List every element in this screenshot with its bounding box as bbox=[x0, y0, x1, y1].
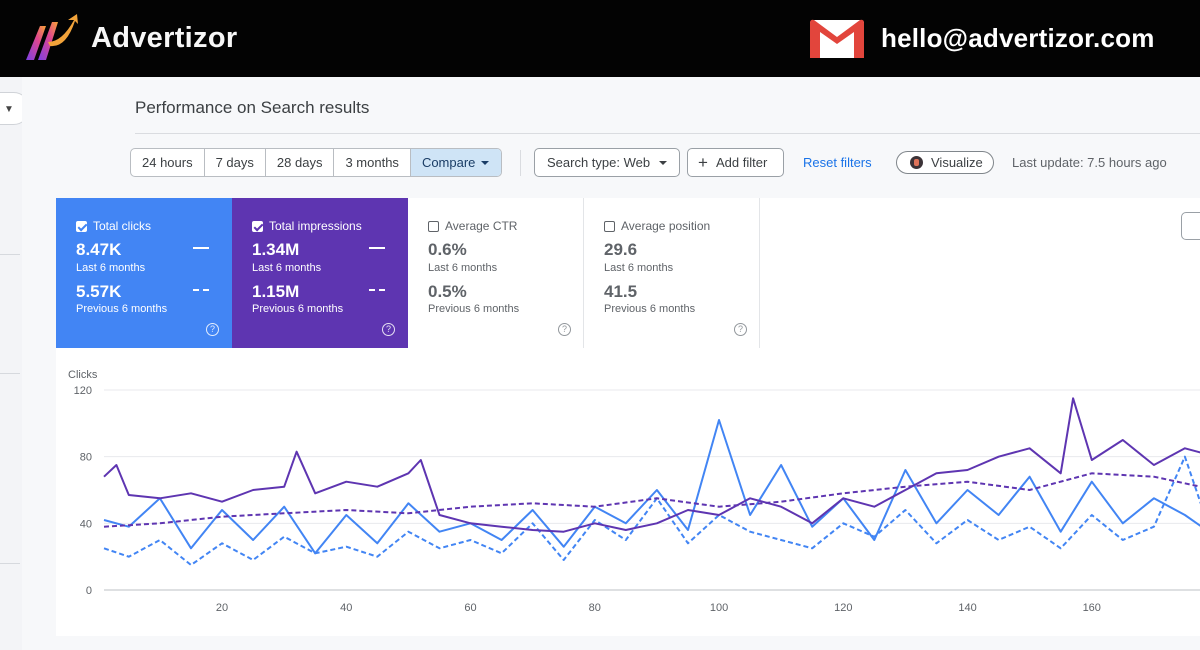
metric-current-value: 8.47K bbox=[76, 240, 122, 259]
help-icon[interactable]: ? bbox=[382, 323, 395, 336]
metric-card-average-ctr[interactable]: Average CTR 0.6% Last 6 months 0.5% Prev… bbox=[408, 198, 584, 348]
metric-card-total-impressions[interactable]: Total impressions 1.34M Last 6 months 1.… bbox=[232, 198, 408, 348]
gmail-icon bbox=[810, 19, 864, 58]
solid-line-legend-icon bbox=[193, 247, 209, 249]
metric-previous-value: 41.5 bbox=[604, 282, 638, 301]
series-line-impressions-current bbox=[103, 397, 1200, 533]
metric-previous-label: Previous 6 months bbox=[252, 303, 344, 315]
left-navigation-rail bbox=[0, 77, 22, 650]
metric-current-value: 1.34M bbox=[252, 240, 300, 259]
line-chart-svg: Clicks0408012020406080100120140160180 bbox=[68, 369, 1200, 614]
search-type-dropdown[interactable]: Search type: Web bbox=[534, 148, 680, 177]
range-7-days-button[interactable]: 7 days bbox=[205, 149, 266, 176]
metric-current-value: 0.6% bbox=[428, 240, 467, 259]
checkbox-unchecked-icon[interactable] bbox=[604, 220, 615, 232]
brand-name: Advertizor bbox=[91, 22, 238, 54]
metric-name: Average CTR bbox=[445, 219, 518, 233]
chevron-down-icon bbox=[659, 161, 667, 165]
x-tick-label: 60 bbox=[464, 602, 476, 614]
range-24-hours-button[interactable]: 24 hours bbox=[131, 149, 205, 176]
metric-previous-value: 0.5% bbox=[428, 282, 467, 301]
metric-previous-value: 5.57K bbox=[76, 282, 122, 301]
y-tick-label: 40 bbox=[80, 518, 92, 530]
metric-current-label: Last 6 months bbox=[252, 262, 322, 274]
y-tick-label: 0 bbox=[86, 585, 92, 597]
visualize-button[interactable]: Visualize bbox=[896, 151, 994, 174]
page-title: Performance on Search results bbox=[135, 98, 370, 117]
toolbar-divider bbox=[520, 150, 521, 176]
y-tick-label: 120 bbox=[74, 385, 92, 397]
y-axis-label: Clicks bbox=[68, 369, 98, 381]
chevron-down-icon: ▼ bbox=[4, 104, 14, 115]
checkbox-checked-icon[interactable] bbox=[252, 220, 263, 232]
metric-current-value: 29.6 bbox=[604, 240, 638, 259]
x-tick-label: 40 bbox=[340, 602, 352, 614]
last-update-text: Last update: 7.5 hours ago bbox=[1012, 155, 1167, 170]
x-tick-label: 140 bbox=[958, 602, 976, 614]
add-filter-label: Add filter bbox=[716, 155, 768, 170]
metric-name: Total clicks bbox=[93, 219, 152, 233]
metric-previous-label: Previous 6 months bbox=[428, 303, 520, 315]
help-icon[interactable]: ? bbox=[558, 323, 571, 336]
metric-current-label: Last 6 months bbox=[76, 262, 146, 274]
brand-banner: Advertizor hello@advertizor.com bbox=[0, 0, 1200, 77]
x-tick-label: 120 bbox=[834, 602, 852, 614]
date-range-selector: 24 hours 7 days 28 days 3 months Compare bbox=[130, 148, 503, 177]
solid-line-legend-icon bbox=[369, 247, 385, 249]
advertizor-logo-icon bbox=[26, 14, 78, 60]
rail-divider bbox=[0, 373, 20, 374]
download-button[interactable] bbox=[1181, 212, 1200, 240]
metric-current-label: Last 6 months bbox=[428, 262, 498, 274]
visualize-label: Visualize bbox=[931, 155, 983, 170]
checkbox-unchecked-icon[interactable] bbox=[428, 220, 439, 232]
metric-previous-label: Previous 6 months bbox=[76, 303, 168, 315]
series-line-impressions-previous bbox=[103, 472, 1200, 528]
x-tick-label: 20 bbox=[216, 602, 228, 614]
series-line-clicks-previous bbox=[103, 455, 1200, 566]
dashed-line-legend-icon bbox=[193, 289, 209, 291]
metric-name: Total impressions bbox=[269, 219, 362, 233]
search-type-label: Search type: Web bbox=[547, 155, 651, 170]
metric-card-total-clicks[interactable]: Total clicks 8.47K Last 6 months 5.57K P… bbox=[56, 198, 232, 348]
contact-email[interactable]: hello@advertizor.com bbox=[881, 23, 1155, 53]
help-icon[interactable]: ? bbox=[734, 323, 747, 336]
metric-name: Average position bbox=[621, 219, 711, 233]
reset-filters-link[interactable]: Reset filters bbox=[803, 155, 872, 170]
metric-current-label: Last 6 months bbox=[604, 262, 674, 274]
visualize-icon bbox=[910, 156, 923, 169]
add-filter-button[interactable]: + Add filter bbox=[687, 148, 784, 177]
x-tick-label: 160 bbox=[1083, 602, 1101, 614]
metric-card-average-position[interactable]: Average position 29.6 Last 6 months 41.5… bbox=[584, 198, 760, 348]
title-divider bbox=[135, 133, 1200, 134]
range-28-days-button[interactable]: 28 days bbox=[266, 149, 335, 176]
checkbox-checked-icon[interactable] bbox=[76, 220, 87, 232]
rail-divider bbox=[0, 563, 20, 564]
series-line-clicks-current bbox=[103, 419, 1200, 555]
rail-divider bbox=[0, 254, 20, 255]
x-tick-label: 100 bbox=[710, 602, 728, 614]
help-icon[interactable]: ? bbox=[206, 323, 219, 336]
metric-cards: Total clicks 8.47K Last 6 months 5.57K P… bbox=[56, 198, 1200, 348]
compare-dropdown-button[interactable]: Compare bbox=[410, 149, 502, 176]
metric-previous-label: Previous 6 months bbox=[604, 303, 696, 315]
dashed-line-legend-icon bbox=[369, 289, 385, 291]
y-tick-label: 80 bbox=[80, 452, 92, 464]
performance-chart: Clicks0408012020406080100120140160180 bbox=[56, 348, 1200, 636]
plus-icon: + bbox=[698, 153, 708, 172]
range-3-months-button[interactable]: 3 months bbox=[334, 149, 411, 176]
metric-previous-value: 1.15M bbox=[252, 282, 300, 301]
x-tick-label: 80 bbox=[589, 602, 601, 614]
